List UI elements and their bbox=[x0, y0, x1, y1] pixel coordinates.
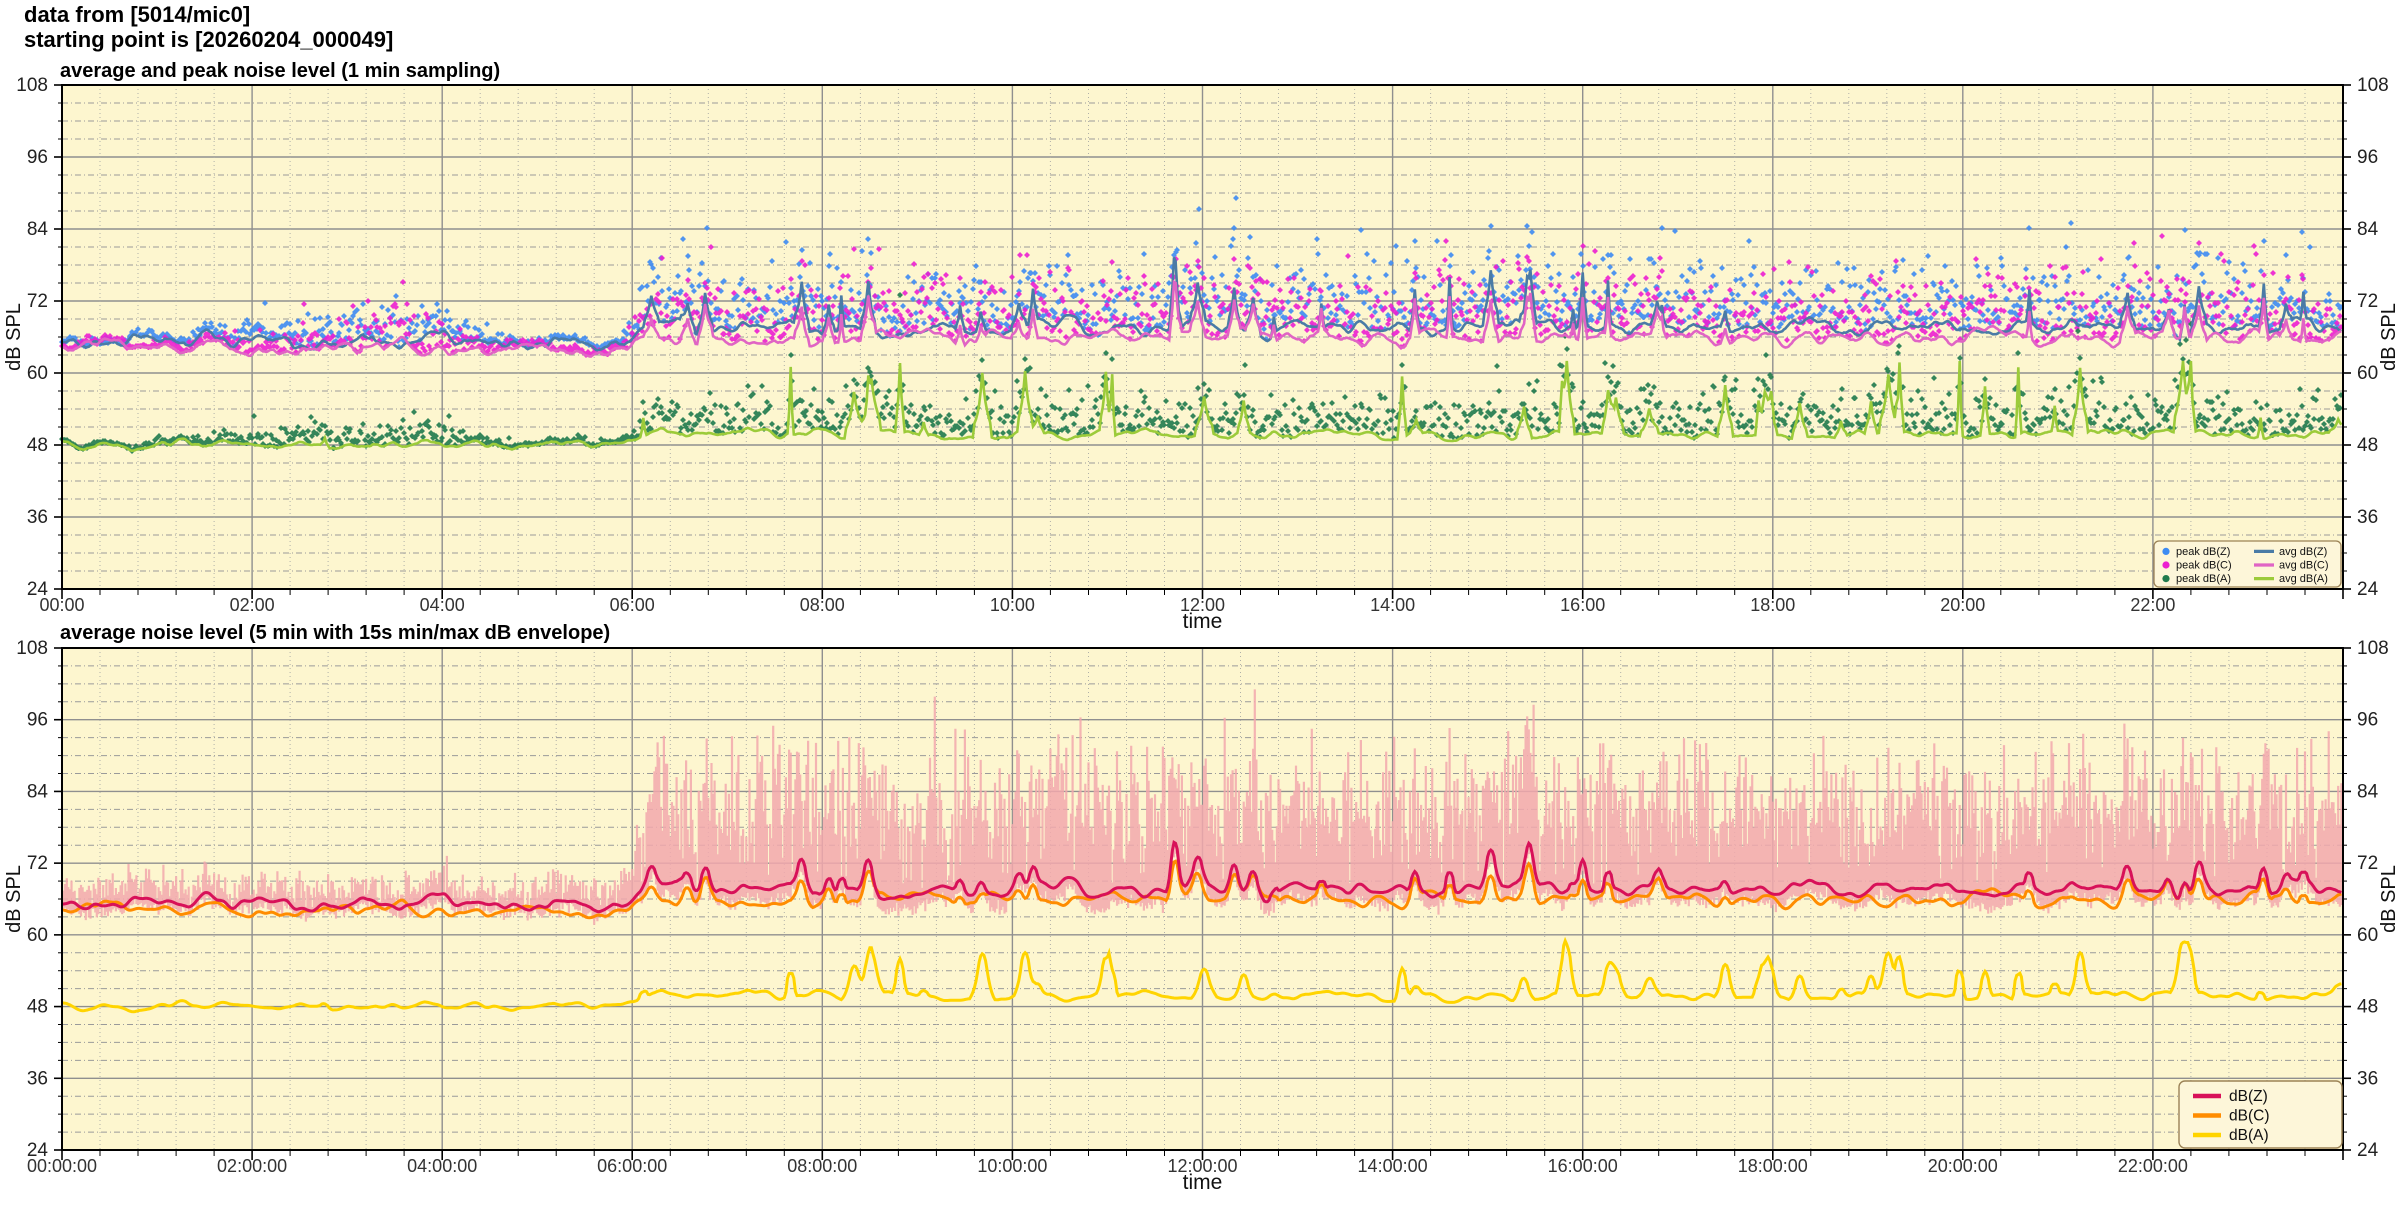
svg-text:time: time bbox=[1183, 1171, 1223, 1194]
svg-text:24: 24 bbox=[2357, 1140, 2379, 1161]
svg-text:avg dB(Z): avg dB(Z) bbox=[2279, 546, 2327, 558]
svg-text:96: 96 bbox=[2357, 147, 2378, 168]
svg-text:36: 36 bbox=[27, 1068, 48, 1089]
svg-text:108: 108 bbox=[16, 75, 48, 96]
svg-text:20:00: 20:00 bbox=[1940, 595, 1985, 615]
svg-text:peak dB(A): peak dB(A) bbox=[2176, 573, 2231, 585]
svg-text:06:00:00: 06:00:00 bbox=[597, 1156, 667, 1176]
svg-text:time: time bbox=[1183, 610, 1223, 633]
svg-text:24: 24 bbox=[2357, 579, 2379, 600]
svg-text:02:00: 02:00 bbox=[230, 595, 275, 615]
svg-text:06:00: 06:00 bbox=[610, 595, 655, 615]
svg-text:04:00: 04:00 bbox=[420, 595, 465, 615]
svg-text:10:00:00: 10:00:00 bbox=[977, 1156, 1047, 1176]
svg-text:08:00:00: 08:00:00 bbox=[787, 1156, 857, 1176]
svg-text:72: 72 bbox=[2357, 853, 2378, 874]
svg-text:dB SPL: dB SPL bbox=[3, 303, 25, 371]
svg-text:60: 60 bbox=[27, 363, 48, 384]
svg-text:dB(C): dB(C) bbox=[2229, 1108, 2269, 1125]
svg-text:14:00: 14:00 bbox=[1370, 595, 1415, 615]
svg-text:16:00:00: 16:00:00 bbox=[1548, 1156, 1618, 1176]
svg-text:84: 84 bbox=[27, 219, 49, 240]
svg-text:60: 60 bbox=[2357, 363, 2378, 384]
svg-text:96: 96 bbox=[27, 710, 48, 731]
svg-text:14:00:00: 14:00:00 bbox=[1358, 1156, 1428, 1176]
svg-text:average noise level (5 min wit: average noise level (5 min with 15s min/… bbox=[60, 622, 610, 644]
svg-text:108: 108 bbox=[2357, 638, 2389, 659]
svg-text:22:00: 22:00 bbox=[2130, 595, 2175, 615]
svg-text:72: 72 bbox=[27, 853, 48, 874]
svg-text:dB SPL: dB SPL bbox=[2378, 865, 2400, 933]
svg-text:dB(Z): dB(Z) bbox=[2229, 1088, 2268, 1105]
svg-text:96: 96 bbox=[27, 147, 48, 168]
svg-text:48: 48 bbox=[27, 435, 48, 456]
svg-text:10:00: 10:00 bbox=[990, 595, 1035, 615]
svg-text:00:00:00: 00:00:00 bbox=[27, 1156, 97, 1176]
svg-text:dB(A): dB(A) bbox=[2229, 1127, 2269, 1144]
svg-text:72: 72 bbox=[27, 291, 48, 312]
svg-text:72: 72 bbox=[2357, 291, 2378, 312]
svg-text:36: 36 bbox=[2357, 507, 2378, 528]
svg-text:00:00: 00:00 bbox=[39, 595, 84, 615]
svg-text:84: 84 bbox=[27, 781, 49, 802]
svg-text:48: 48 bbox=[27, 997, 48, 1018]
svg-text:60: 60 bbox=[27, 925, 48, 946]
svg-text:avg dB(A): avg dB(A) bbox=[2279, 573, 2328, 585]
svg-text:36: 36 bbox=[27, 507, 48, 528]
svg-text:20:00:00: 20:00:00 bbox=[1928, 1156, 1998, 1176]
svg-text:96: 96 bbox=[2357, 710, 2378, 731]
svg-text:04:00:00: 04:00:00 bbox=[407, 1156, 477, 1176]
svg-text:18:00:00: 18:00:00 bbox=[1738, 1156, 1808, 1176]
svg-text:22:00:00: 22:00:00 bbox=[2118, 1156, 2188, 1176]
svg-text:84: 84 bbox=[2357, 219, 2379, 240]
svg-text:08:00: 08:00 bbox=[800, 595, 845, 615]
svg-text:18:00: 18:00 bbox=[1750, 595, 1795, 615]
svg-text:dB SPL: dB SPL bbox=[3, 865, 25, 933]
svg-text:16:00: 16:00 bbox=[1560, 595, 1605, 615]
svg-text:48: 48 bbox=[2357, 435, 2378, 456]
svg-text:84: 84 bbox=[2357, 781, 2379, 802]
svg-text:peak dB(C): peak dB(C) bbox=[2176, 560, 2232, 572]
svg-text:108: 108 bbox=[16, 638, 48, 659]
svg-text:48: 48 bbox=[2357, 997, 2378, 1018]
svg-text:data from [5014/mic0]: data from [5014/mic0] bbox=[24, 2, 250, 27]
svg-text:peak dB(Z): peak dB(Z) bbox=[2176, 546, 2230, 558]
svg-text:avg dB(C): avg dB(C) bbox=[2279, 560, 2329, 572]
svg-text:dB SPL: dB SPL bbox=[2378, 303, 2400, 371]
svg-text:108: 108 bbox=[2357, 75, 2389, 96]
svg-text:36: 36 bbox=[2357, 1068, 2378, 1089]
svg-text:average and peak noise level (: average and peak noise level (1 min samp… bbox=[60, 60, 500, 82]
svg-text:02:00:00: 02:00:00 bbox=[217, 1156, 287, 1176]
svg-text:starting point is [20260204_00: starting point is [20260204_000049] bbox=[24, 27, 393, 52]
svg-text:60: 60 bbox=[2357, 925, 2378, 946]
